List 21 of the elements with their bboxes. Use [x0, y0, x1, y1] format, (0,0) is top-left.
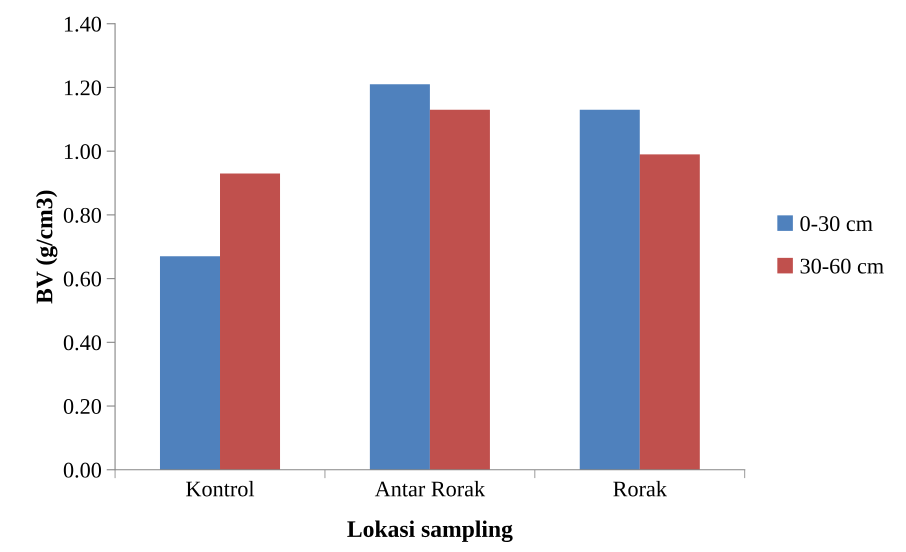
bar [640, 154, 700, 470]
bar [160, 256, 220, 470]
y-tick-label: 1.40 [64, 16, 102, 32]
x-tick-label: Antar Rorak [374, 480, 486, 496]
x-axis-title: Lokasi sampling [347, 520, 513, 542]
y-tick-label: 0.20 [64, 398, 102, 414]
bar [370, 84, 430, 470]
y-tick-label: 1.20 [64, 80, 102, 96]
bar [430, 110, 490, 470]
y-tick-label: 0.00 [64, 462, 102, 478]
y-tick-label: 0.40 [64, 335, 102, 350]
y-axis-title: BV (g/cm3) [36, 190, 58, 304]
y-tick-label: 0.60 [64, 272, 102, 287]
bar [580, 110, 640, 470]
bar [220, 173, 280, 470]
y-tick-label: 1.00 [64, 144, 102, 160]
legend-label: 0-30 cm [800, 216, 873, 232]
legend-label: 30-60 cm [800, 258, 884, 274]
y-tick-label: 0.80 [64, 208, 102, 223]
x-tick-label: Kontrol [186, 480, 254, 496]
x-tick-label: Rorak [613, 480, 667, 496]
